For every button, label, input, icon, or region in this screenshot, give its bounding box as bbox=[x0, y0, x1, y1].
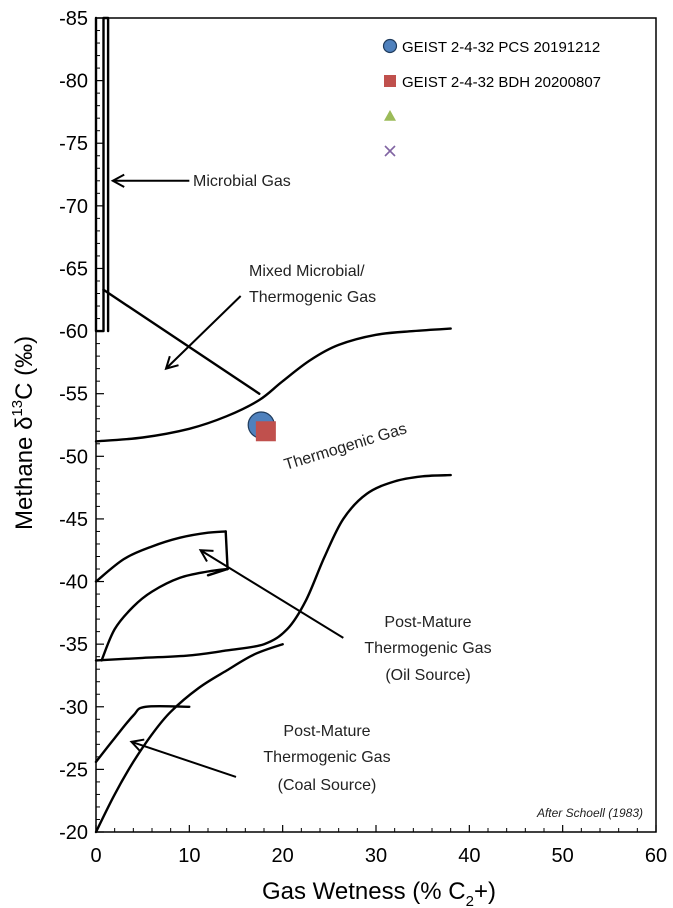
oil-source-label-line2: Thermogenic Gas bbox=[364, 640, 491, 657]
field-boundaries bbox=[94, 16, 452, 834]
x-axis-title: Gas Wetness (% C2+) bbox=[262, 878, 496, 908]
mixed-gas-label-line2: Thermogenic Gas bbox=[249, 289, 376, 306]
y-tick-label: -40 bbox=[59, 572, 88, 594]
legend-marker-triangle bbox=[384, 110, 396, 121]
data-point-square bbox=[255, 421, 276, 442]
y-tick-label: -60 bbox=[59, 321, 88, 343]
coal-source-label-line2: Thermogenic Gas bbox=[263, 749, 390, 766]
annotation-arrow-head bbox=[110, 173, 125, 188]
y-tick-label: -55 bbox=[59, 384, 88, 406]
y-tick-label: -75 bbox=[59, 133, 88, 155]
y-tick-label: -65 bbox=[59, 258, 88, 280]
x-tick-label: 40 bbox=[458, 845, 480, 867]
annotations: Microbial Gas Mixed Microbial/ Thermogen… bbox=[193, 173, 643, 820]
coal-source-label-line3: (Coal Source) bbox=[278, 777, 377, 794]
annotation-arrow-shaft bbox=[131, 740, 237, 778]
oil-source-label-line1: Post-Mature bbox=[384, 614, 471, 631]
axes-layer: 0 10 20 30 40 50 60 -20 -25 -30 -35 -40 -45 -50 -55 -60… bbox=[59, 8, 667, 867]
microbial-gas-label: Microbial Gas bbox=[193, 173, 291, 190]
y-tick-label: -25 bbox=[59, 759, 88, 781]
annotation-arrow-head bbox=[198, 549, 214, 563]
legend-label: GEIST 2-4-32 PCS 20191212 bbox=[402, 39, 600, 56]
oil-source-label-line3: (Oil Source) bbox=[385, 667, 470, 684]
x-tick-label: 30 bbox=[365, 845, 387, 867]
y-tick-label: -85 bbox=[59, 8, 88, 30]
y-tick-label: -30 bbox=[59, 697, 88, 719]
annotation-arrow-head bbox=[129, 738, 145, 753]
boundary-oil-inner bbox=[100, 567, 229, 662]
boundary-mixed-line bbox=[102, 288, 261, 395]
annotation-arrow-shaft bbox=[165, 295, 242, 370]
y-axis-title: Methane δ13C (‰) bbox=[9, 336, 38, 530]
boundary-oil-right bbox=[224, 530, 229, 571]
credit-label: After Schoell (1983) bbox=[536, 806, 643, 820]
x-tick-label: 60 bbox=[645, 845, 667, 867]
x-tick-label: 20 bbox=[272, 845, 294, 867]
boundary-thermogenic-upper bbox=[94, 327, 452, 443]
coal-source-label-line1: Post-Mature bbox=[283, 723, 370, 740]
plot-frame bbox=[95, 17, 657, 833]
x-tick-label: 50 bbox=[552, 845, 574, 867]
y-tick-label: -80 bbox=[59, 71, 88, 93]
x-tick-label: 0 bbox=[90, 845, 101, 867]
legend-marker-circle bbox=[382, 38, 398, 54]
mixed-gas-label-line1: Mixed Microbial/ bbox=[249, 263, 365, 280]
x-tick-label: 10 bbox=[178, 845, 200, 867]
legend-label: GEIST 2-4-32 BDH 20200807 bbox=[402, 74, 601, 91]
legend: GEIST 2-4-32 PCS 20191212 GEIST 2-4-32 BD… bbox=[382, 38, 601, 157]
boundary-coal-upper bbox=[94, 704, 191, 764]
y-tick-label: -35 bbox=[59, 634, 88, 656]
y-tick-label: -70 bbox=[59, 196, 88, 218]
boundary-microbial-box bbox=[94, 16, 110, 333]
annotation-arrow-shaft bbox=[200, 549, 344, 639]
y-tick-label: -45 bbox=[59, 509, 88, 531]
legend-marker-x bbox=[384, 145, 396, 157]
legend-marker-x-stroke bbox=[384, 145, 396, 157]
boundary-oil-tail bbox=[206, 567, 229, 577]
legend-marker-square bbox=[384, 75, 396, 87]
boundary-oil-outer bbox=[94, 530, 227, 583]
annotation-arrow-head bbox=[164, 355, 179, 371]
boundary-coal-lower bbox=[94, 643, 284, 834]
thermogenic-gas-label: Thermogenic Gas bbox=[282, 420, 409, 473]
y-tick-label: -50 bbox=[59, 446, 88, 468]
axis-titles: Gas Wetness (% C2+) Methane δ13C (‰) bbox=[9, 336, 496, 908]
y-tick-label: -20 bbox=[59, 822, 88, 844]
data-points bbox=[247, 411, 276, 442]
boundary-thermogenic-lower bbox=[94, 473, 452, 662]
